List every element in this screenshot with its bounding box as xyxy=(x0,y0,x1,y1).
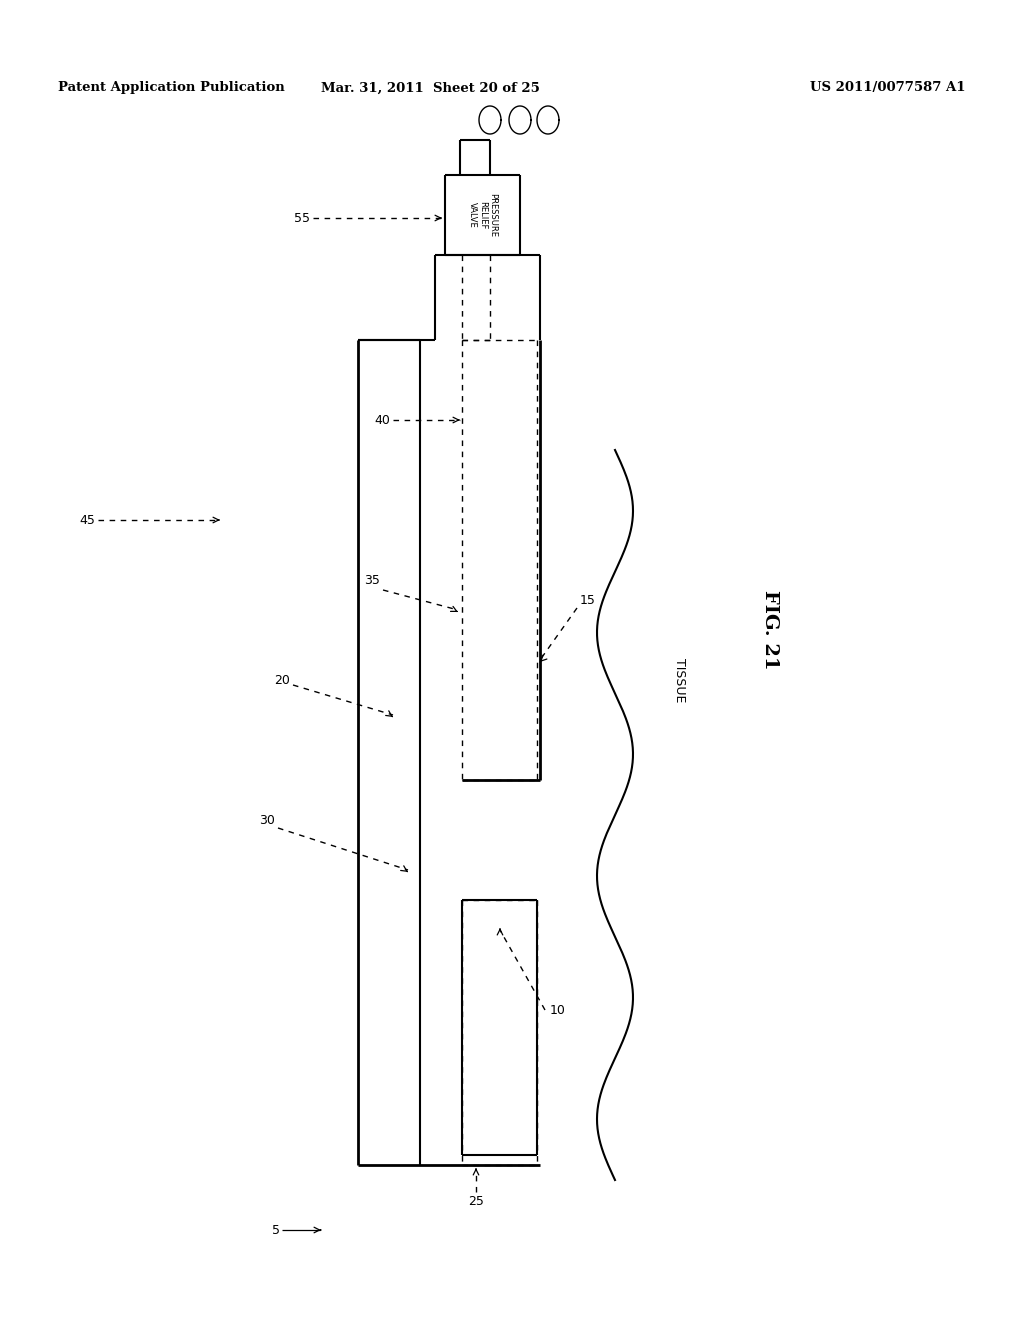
Text: 15: 15 xyxy=(580,594,596,606)
Text: PRESSURE
RELIEF
VALVE: PRESSURE RELIEF VALVE xyxy=(468,193,498,238)
Text: 45: 45 xyxy=(79,513,95,527)
Text: Mar. 31, 2011  Sheet 20 of 25: Mar. 31, 2011 Sheet 20 of 25 xyxy=(321,82,540,95)
Text: 20: 20 xyxy=(274,673,290,686)
Text: Patent Application Publication: Patent Application Publication xyxy=(58,82,285,95)
Text: 55: 55 xyxy=(294,211,310,224)
Text: 35: 35 xyxy=(365,573,380,586)
Text: TISSUE: TISSUE xyxy=(674,657,686,702)
Text: 40: 40 xyxy=(374,413,390,426)
Text: FIG. 21: FIG. 21 xyxy=(761,590,779,669)
Text: 30: 30 xyxy=(259,813,275,826)
Text: 25: 25 xyxy=(468,1195,484,1208)
Text: 10: 10 xyxy=(550,1003,566,1016)
Text: 5: 5 xyxy=(272,1224,280,1237)
Text: US 2011/0077587 A1: US 2011/0077587 A1 xyxy=(811,82,966,95)
